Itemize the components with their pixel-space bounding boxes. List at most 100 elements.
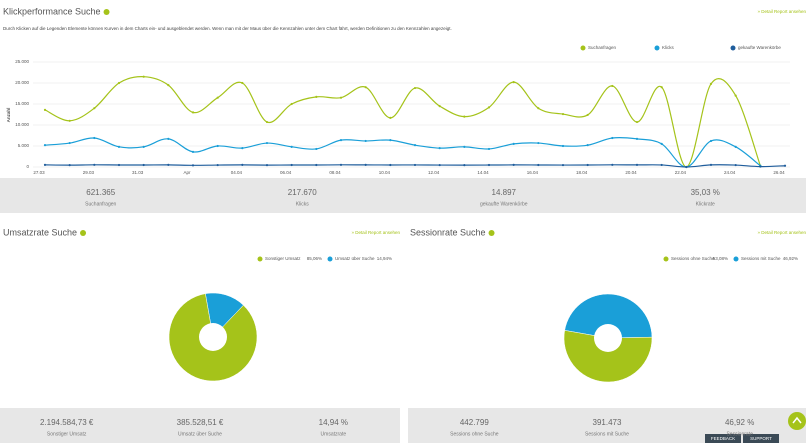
data-point[interactable] <box>93 107 96 110</box>
legend-label[interactable]: gekaufte Warenkörbe <box>738 45 781 50</box>
data-point[interactable] <box>142 75 145 78</box>
data-point[interactable] <box>241 81 244 85</box>
data-point[interactable] <box>759 165 762 168</box>
data-point[interactable] <box>635 120 639 124</box>
help-icon[interactable] <box>488 230 495 236</box>
data-point[interactable] <box>389 139 392 142</box>
data-point[interactable] <box>339 163 343 166</box>
legend-label[interactable]: Sessions mit Suche <box>741 256 781 261</box>
data-point[interactable] <box>463 145 466 148</box>
data-point[interactable] <box>413 144 417 147</box>
data-point[interactable] <box>685 165 688 169</box>
data-point[interactable] <box>660 142 663 145</box>
data-point[interactable] <box>709 139 713 143</box>
data-point[interactable] <box>265 120 269 124</box>
data-point[interactable] <box>709 82 713 85</box>
data-point[interactable] <box>438 163 441 167</box>
detail-link[interactable]: » Detail Report ansehen <box>757 9 806 14</box>
data-point[interactable] <box>43 108 47 111</box>
data-point[interactable] <box>68 119 71 122</box>
data-point[interactable] <box>364 163 367 166</box>
data-point[interactable] <box>635 137 639 140</box>
data-point[interactable] <box>611 84 614 88</box>
button-label[interactable]: FEEDBACK <box>711 436 735 441</box>
data-point[interactable] <box>142 145 145 148</box>
data-point[interactable] <box>561 144 565 148</box>
data-point[interactable] <box>586 163 589 167</box>
data-point[interactable] <box>734 163 737 167</box>
data-point[interactable] <box>167 137 170 140</box>
data-point[interactable] <box>339 96 343 99</box>
data-point[interactable] <box>290 102 293 106</box>
legend-marker[interactable] <box>663 256 669 262</box>
detail-link[interactable]: » Detail Report ansehen <box>757 230 806 235</box>
data-point[interactable] <box>167 163 170 166</box>
data-point[interactable] <box>660 86 663 89</box>
legend-label[interactable]: Sonstiger Umsatz <box>265 256 301 261</box>
data-point[interactable] <box>611 136 614 140</box>
data-point[interactable] <box>537 107 540 110</box>
data-point[interactable] <box>241 163 244 166</box>
data-point[interactable] <box>364 86 367 89</box>
data-point[interactable] <box>117 81 121 85</box>
data-point[interactable] <box>339 139 343 142</box>
data-point[interactable] <box>463 115 466 118</box>
legend-marker[interactable] <box>257 256 263 262</box>
legend-marker[interactable] <box>327 256 333 262</box>
data-point[interactable] <box>561 112 565 116</box>
legend-marker[interactable] <box>730 45 736 51</box>
legend-label[interactable]: Sessions ohne Suche <box>671 256 715 261</box>
legend-marker[interactable] <box>580 45 586 51</box>
data-point[interactable] <box>389 116 392 119</box>
data-point[interactable] <box>487 147 491 151</box>
scroll-top-button[interactable] <box>788 412 806 430</box>
pie-slice[interactable] <box>564 293 653 339</box>
data-point[interactable] <box>438 147 441 150</box>
help-icon[interactable] <box>103 9 110 15</box>
data-point[interactable] <box>537 163 540 167</box>
data-point[interactable] <box>68 141 71 145</box>
support-button[interactable] <box>743 434 779 443</box>
legend-marker[interactable] <box>733 256 739 262</box>
data-point[interactable] <box>191 164 195 167</box>
data-point[interactable] <box>413 163 417 167</box>
legend-label[interactable]: Suchanfragen <box>588 45 617 50</box>
pie-slice[interactable] <box>563 330 653 383</box>
data-point[interactable] <box>43 163 47 166</box>
data-point[interactable] <box>43 144 47 147</box>
data-point[interactable] <box>216 163 219 167</box>
data-point[interactable] <box>413 86 417 90</box>
data-point[interactable] <box>191 111 195 114</box>
legend-label[interactable]: Umsatz über Suche <box>335 256 375 261</box>
data-point[interactable] <box>117 163 121 167</box>
data-point[interactable] <box>68 164 71 167</box>
data-point[interactable] <box>463 164 466 167</box>
data-point[interactable] <box>117 145 121 148</box>
data-point[interactable] <box>734 94 737 97</box>
help-icon[interactable] <box>80 230 87 236</box>
data-point[interactable] <box>216 96 219 99</box>
data-point[interactable] <box>635 163 639 166</box>
data-point[interactable] <box>438 105 441 108</box>
data-point[interactable] <box>586 144 589 147</box>
data-point[interactable] <box>611 163 614 166</box>
data-point[interactable] <box>241 147 244 150</box>
data-point[interactable] <box>265 141 269 145</box>
data-point[interactable] <box>561 163 565 167</box>
data-point[interactable] <box>191 150 195 153</box>
data-point[interactable] <box>167 84 170 87</box>
data-point[interactable] <box>265 164 269 167</box>
data-point[interactable] <box>93 136 96 140</box>
data-point[interactable] <box>290 145 293 148</box>
data-point[interactable] <box>660 163 663 167</box>
data-point[interactable] <box>512 163 515 166</box>
data-point[interactable] <box>537 141 540 145</box>
data-point[interactable] <box>487 163 491 167</box>
data-point[interactable] <box>512 142 515 145</box>
feedback-button[interactable] <box>705 434 741 443</box>
data-point[interactable] <box>142 163 145 167</box>
data-point[interactable] <box>709 163 713 166</box>
data-point[interactable] <box>512 81 515 84</box>
data-point[interactable] <box>93 163 96 166</box>
data-point[interactable] <box>734 145 737 148</box>
